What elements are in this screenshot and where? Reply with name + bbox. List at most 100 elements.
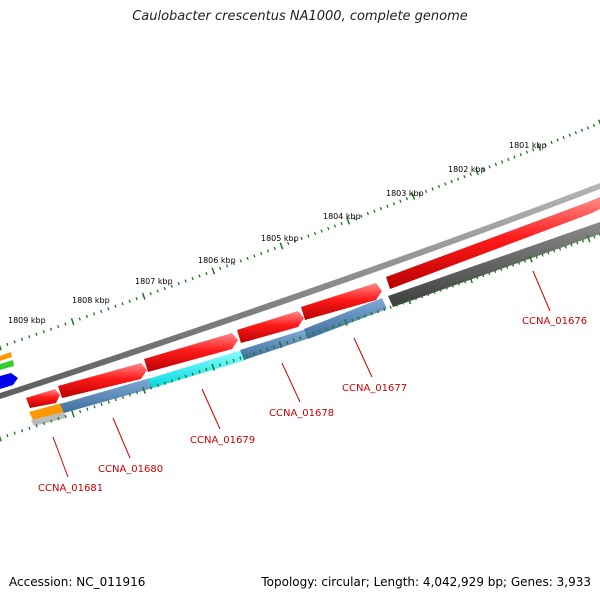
minor-tick (463, 280, 467, 284)
minor-tick (353, 216, 356, 221)
minor-tick (307, 234, 310, 238)
minor-tick (469, 172, 472, 176)
minor-tick (252, 351, 255, 356)
gene-label[interactable]: CCNA_01676 (522, 316, 587, 327)
minor-tick (57, 324, 60, 329)
minor-tick (170, 284, 173, 288)
minor-tick (232, 261, 236, 266)
minor-tick (338, 323, 341, 327)
minor-tick (28, 335, 31, 339)
gene-label[interactable]: CCNA_01680 (98, 464, 163, 475)
minor-tick (293, 239, 297, 243)
minor-tick (149, 292, 152, 296)
minor-tick (177, 281, 180, 286)
minor-tick (511, 263, 515, 267)
gene-label[interactable]: CCNA_01678 (269, 408, 334, 419)
cds-forward (58, 363, 147, 398)
minor-tick (128, 299, 131, 303)
minor-tick (135, 391, 139, 395)
major-tick (279, 242, 284, 250)
minor-tick (506, 265, 509, 269)
minor-tick (170, 379, 174, 383)
callout-line (201, 388, 221, 430)
minor-tick (135, 297, 138, 301)
minor-tick (260, 251, 263, 256)
minor-tick (402, 301, 405, 305)
gene-labels: CCNA_01676 CCNA_01677 CCNA_01678 CCNA_01… (38, 316, 587, 494)
minor-tick (525, 150, 529, 154)
minor-tick (246, 256, 249, 261)
minor-tick (405, 197, 409, 201)
minor-tick (225, 264, 229, 268)
gene-label[interactable]: CCNA_01679 (190, 435, 255, 446)
minor-tick (191, 372, 194, 376)
minor-tick (364, 314, 367, 318)
minor-tick (576, 241, 579, 245)
minor-tick (451, 284, 454, 288)
minor-tick (13, 340, 16, 344)
minor-tick (163, 381, 167, 385)
minor-tick (593, 235, 596, 239)
cds-reverse (304, 298, 387, 339)
minor-tick (218, 363, 222, 367)
minor-tick (541, 253, 544, 257)
minor-tick (574, 131, 578, 135)
minor-tick (500, 267, 503, 271)
minor-tick (93, 405, 96, 409)
major-tick (597, 119, 600, 126)
minor-tick (128, 393, 132, 397)
gene-label[interactable]: CCNA_01681 (38, 483, 103, 494)
minor-tick (351, 318, 354, 322)
minor-tick (373, 209, 376, 213)
minor-tick (156, 289, 159, 293)
minor-tick (92, 312, 96, 316)
minor-tick (85, 314, 89, 319)
minor-tick (463, 175, 466, 179)
major-tick (70, 317, 75, 326)
minor-tick (156, 384, 160, 388)
cds-reverse (29, 403, 65, 420)
minor-tick (357, 316, 360, 320)
minor-tick (568, 133, 571, 137)
cds-reverse (148, 350, 246, 388)
minor-tick (225, 360, 228, 365)
minor-tick (13, 431, 16, 435)
minor-tick (253, 254, 256, 258)
gene-label[interactable]: CCNA_01677 (342, 383, 407, 394)
minor-tick (558, 247, 562, 251)
minor-tick (6, 342, 9, 347)
minor-tick (35, 424, 38, 428)
minor-tick (287, 241, 290, 246)
cds-forward (144, 333, 238, 372)
major-tick (407, 297, 412, 305)
minor-tick (379, 207, 383, 211)
minor-tick (312, 331, 315, 336)
minor-tick (50, 419, 53, 423)
minor-tick (456, 177, 460, 181)
minor-tick (28, 426, 31, 430)
minor-tick (488, 165, 491, 169)
topology-text: Topology: circular; Length: 4,042,929 bp… (261, 575, 591, 589)
minor-tick (121, 395, 125, 399)
minor-tick (35, 332, 38, 336)
minor-tick (266, 249, 270, 253)
minor-tick (507, 157, 510, 162)
minor-tick (239, 259, 242, 263)
callout-line (112, 417, 131, 459)
minor-tick (42, 330, 45, 334)
cds-reverse (388, 222, 600, 307)
minor-tick (553, 249, 556, 253)
minor-tick (121, 302, 124, 306)
minor-tick (107, 400, 110, 404)
major-tick (411, 192, 416, 200)
scale-label: 1804 kbp (323, 212, 361, 221)
minor-tick (425, 189, 428, 194)
minor-tick (517, 261, 521, 265)
minor-tick (494, 269, 497, 274)
minor-tick (272, 345, 275, 349)
minor-tick (184, 279, 187, 283)
minor-tick (562, 135, 565, 140)
minor-tick (389, 305, 392, 309)
minor-tick (198, 370, 201, 374)
